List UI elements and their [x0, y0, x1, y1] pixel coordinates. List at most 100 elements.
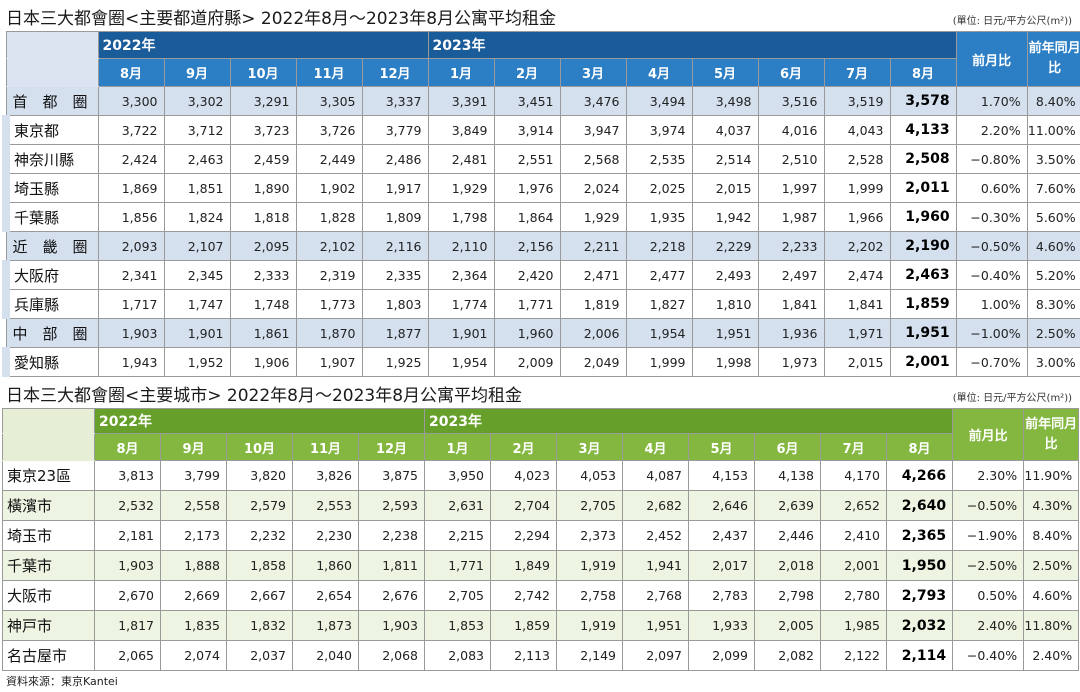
rent-value-cell: 1,950 — [885, 550, 954, 581]
rent-value-cell: 3,291 — [229, 86, 297, 116]
rent-value-cell: 2,497 — [757, 260, 825, 290]
month-header: 2月 — [493, 58, 561, 87]
rent-value-cell: 2,037 — [226, 640, 293, 671]
month-header: 3月 — [559, 58, 627, 87]
rent-value-cell: 2,463 — [889, 260, 957, 290]
row-label: 神戸市 — [2, 610, 95, 641]
rent-value-cell: 1,941 — [622, 550, 689, 581]
rent-value-cell: 4,133 — [889, 115, 957, 145]
rent-value-cell: 2,481 — [427, 144, 495, 174]
rent-value-cell: 1,903 — [358, 610, 425, 641]
rent-value-cell: 2,211 — [559, 231, 627, 261]
rent-value-cell: 2,449 — [295, 144, 363, 174]
rent-value-cell: 3,950 — [424, 460, 491, 491]
rent-value-cell: 1,951 — [889, 318, 957, 348]
row-label: 首 都 圈 — [5, 86, 99, 116]
rent-value-cell: 1,919 — [556, 550, 623, 581]
rent-value-cell: 1,960 — [889, 202, 957, 232]
rent-value-cell: 2,646 — [688, 490, 755, 521]
month-header: 7月 — [820, 433, 887, 461]
table-row: 神戸市 1,817 1,835 1,832 1,873 1,903 1,853 1,859 1,… — [2, 610, 1080, 641]
row-label: 大阪市 — [2, 580, 95, 611]
rent-value-cell: 3,947 — [559, 115, 627, 145]
rent-value-cell: 2,202 — [823, 231, 891, 261]
rent-value-cell: 2,742 — [490, 580, 557, 611]
corner-cell — [5, 58, 99, 87]
rent-value-cell: 1,771 — [424, 550, 491, 581]
yoy-cell: 2.40% — [1023, 640, 1080, 671]
rent-value-cell: 2,639 — [754, 490, 821, 521]
yoy-cell: 8.40% — [1026, 86, 1080, 116]
table-row: 東京都 3,722 3,712 3,723 3,726 3,779 3,849 3,914 3,… — [2, 115, 1080, 145]
rent-value-cell: 2,535 — [625, 144, 693, 174]
mom-cell: −0.40% — [955, 260, 1028, 290]
corner-cell — [2, 433, 95, 461]
rent-value-cell: 1,954 — [427, 347, 495, 377]
rent-value-cell: 1,951 — [691, 318, 759, 348]
rent-value-cell: 2,113 — [490, 640, 557, 671]
rent-value-cell: 3,516 — [757, 86, 825, 116]
month-header: 1月 — [424, 433, 491, 461]
row-label: 千葉縣 — [2, 202, 99, 232]
mom-cell: −0.50% — [955, 231, 1028, 261]
rent-value-cell: 1,888 — [160, 550, 227, 581]
yoy-cell: 8.30% — [1026, 289, 1080, 319]
rent-value-cell: 1,925 — [361, 347, 429, 377]
rent-value-cell: 1,774 — [427, 289, 495, 319]
rent-value-cell: 1,919 — [556, 610, 623, 641]
mom-cell: −0.80% — [955, 144, 1028, 174]
table-row: 橫濱市 2,532 2,558 2,579 2,553 2,593 2,631 2,704 2,… — [2, 490, 1080, 521]
year-2023-header: 2023年 — [427, 31, 957, 59]
month-header: 12月 — [361, 58, 429, 87]
rent-value-cell: 1,901 — [427, 318, 495, 348]
year-2022-header: 2022年 — [97, 31, 429, 59]
rent-value-cell: 1,824 — [163, 202, 231, 232]
rent-value-cell: 2,553 — [292, 490, 359, 521]
mom-cell: −2.50% — [952, 550, 1025, 581]
month-header: 8月 — [94, 433, 161, 461]
rent-value-cell: 2,437 — [688, 520, 755, 551]
rent-value-cell: 2,181 — [94, 520, 161, 551]
rent-value-cell: 1,903 — [97, 318, 165, 348]
rent-value-cell: 3,813 — [94, 460, 161, 491]
mom-cell: −0.50% — [952, 490, 1025, 521]
month-header: 11月 — [295, 58, 363, 87]
month-header: 7月 — [823, 58, 891, 87]
rent-value-cell: 2,365 — [885, 520, 954, 551]
rent-value-cell: 1,877 — [361, 318, 429, 348]
month-header: 9月 — [160, 433, 227, 461]
rent-value-cell: 3,300 — [97, 86, 165, 116]
rent-value-cell: 2,579 — [226, 490, 293, 521]
rent-value-cell: 1,861 — [229, 318, 297, 348]
rent-value-cell: 2,705 — [556, 490, 623, 521]
rent-value-cell: 1,841 — [757, 289, 825, 319]
rent-value-cell: 2,093 — [97, 231, 165, 261]
rent-value-cell: 1,952 — [163, 347, 231, 377]
table2-title: 日本三大都會圈<主要城市> 2022年8月～2023年8月公寓平均租金 — [6, 386, 523, 406]
rent-value-cell: 1,998 — [691, 347, 759, 377]
mom-cell: −0.40% — [952, 640, 1025, 671]
rent-value-cell: 2,024 — [559, 173, 627, 203]
rent-value-cell: 2,082 — [754, 640, 821, 671]
rent-value-cell: 2,099 — [688, 640, 755, 671]
rent-value-cell: 2,114 — [885, 640, 954, 671]
rent-value-cell: 2,011 — [889, 173, 957, 203]
rent-value-cell: 1,966 — [823, 202, 891, 232]
rent-value-cell: 1,902 — [295, 173, 363, 203]
yoy-cell: 8.40% — [1023, 520, 1080, 551]
rent-value-cell: 1,851 — [163, 173, 231, 203]
rent-value-cell: 2,097 — [622, 640, 689, 671]
rent-value-cell: 2,558 — [160, 490, 227, 521]
rent-value-cell: 3,578 — [889, 86, 957, 116]
rent-value-cell: 2,333 — [229, 260, 297, 290]
rent-value-cell: 3,519 — [823, 86, 891, 116]
row-label: 橫濱市 — [2, 490, 95, 521]
rent-value-cell: 2,095 — [229, 231, 297, 261]
rent-value-cell: 2,232 — [226, 520, 293, 551]
mom-cell: −1.90% — [952, 520, 1025, 551]
rent-value-cell: 2,510 — [757, 144, 825, 174]
rent-value-cell: 1,943 — [97, 347, 165, 377]
rent-value-cell: 1,999 — [823, 173, 891, 203]
rent-value-cell: 1,929 — [427, 173, 495, 203]
corner-cell — [5, 31, 99, 59]
